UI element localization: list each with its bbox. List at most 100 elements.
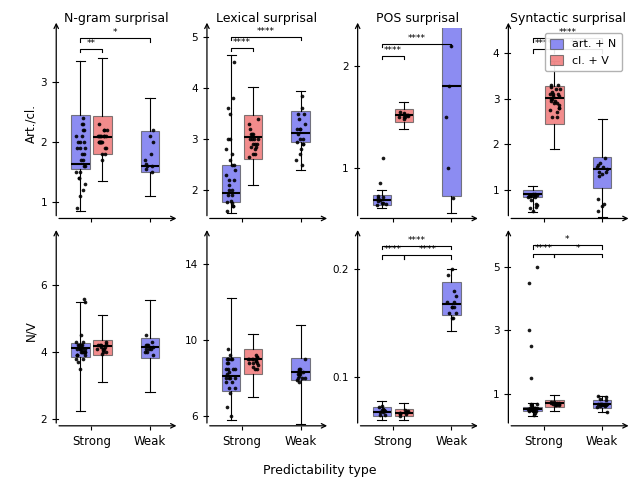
Point bbox=[300, 120, 310, 127]
Point bbox=[297, 104, 307, 112]
Point bbox=[552, 399, 562, 407]
Point bbox=[449, 298, 460, 306]
Point bbox=[221, 378, 231, 386]
Point bbox=[373, 197, 383, 205]
Point bbox=[93, 138, 104, 146]
Point bbox=[142, 348, 152, 356]
Point bbox=[548, 399, 558, 407]
Point bbox=[532, 191, 542, 198]
Point bbox=[297, 161, 307, 169]
Point bbox=[554, 102, 564, 109]
Point bbox=[550, 399, 561, 407]
Point bbox=[101, 340, 111, 348]
Point bbox=[141, 342, 151, 349]
Point bbox=[394, 113, 404, 121]
Point bbox=[593, 207, 604, 215]
Point bbox=[553, 399, 563, 407]
Point bbox=[78, 186, 88, 194]
Point bbox=[549, 398, 559, 406]
Point bbox=[71, 168, 81, 175]
Point bbox=[76, 156, 86, 163]
Point bbox=[247, 355, 257, 363]
Point bbox=[102, 126, 112, 134]
Point bbox=[246, 130, 257, 138]
Point bbox=[602, 166, 612, 173]
Point bbox=[76, 342, 86, 349]
Point bbox=[225, 389, 235, 397]
Point bbox=[141, 331, 152, 339]
Point bbox=[252, 365, 262, 372]
Point bbox=[601, 397, 611, 404]
Point bbox=[592, 163, 602, 171]
PathPatch shape bbox=[372, 408, 391, 416]
Point bbox=[551, 86, 561, 93]
Point bbox=[251, 143, 261, 151]
Point bbox=[99, 132, 109, 139]
Point bbox=[552, 108, 562, 116]
Point bbox=[444, 82, 454, 90]
Point bbox=[250, 135, 260, 143]
Point bbox=[403, 112, 413, 120]
Point bbox=[97, 348, 108, 356]
Point bbox=[74, 345, 84, 353]
Title: N-gram surprisal: N-gram surprisal bbox=[63, 12, 168, 25]
Point bbox=[97, 150, 107, 158]
Point bbox=[525, 342, 536, 350]
Point bbox=[525, 205, 536, 212]
Point bbox=[145, 345, 155, 353]
Point bbox=[525, 196, 536, 204]
Point bbox=[294, 378, 304, 386]
Text: **: ** bbox=[87, 39, 96, 47]
Point bbox=[554, 92, 564, 100]
Point bbox=[530, 190, 540, 197]
Point bbox=[292, 125, 303, 133]
Point bbox=[594, 168, 604, 176]
Point bbox=[378, 194, 388, 201]
Point bbox=[224, 374, 234, 382]
Point bbox=[71, 132, 81, 139]
Point bbox=[399, 115, 409, 123]
Point bbox=[444, 309, 454, 317]
Point bbox=[250, 151, 260, 159]
Point bbox=[227, 151, 237, 159]
Point bbox=[545, 399, 556, 407]
Point bbox=[451, 293, 461, 300]
Point bbox=[593, 161, 604, 169]
Point bbox=[95, 138, 105, 146]
Point bbox=[223, 192, 234, 199]
Point bbox=[96, 138, 106, 146]
Point bbox=[93, 132, 103, 139]
Point bbox=[221, 359, 232, 366]
Point bbox=[545, 97, 556, 104]
Point bbox=[528, 190, 538, 197]
Point bbox=[296, 92, 307, 100]
Point bbox=[97, 343, 107, 351]
Point bbox=[248, 151, 258, 159]
PathPatch shape bbox=[71, 114, 90, 169]
Point bbox=[79, 150, 89, 158]
Point bbox=[230, 374, 241, 382]
Point bbox=[148, 138, 158, 146]
Point bbox=[374, 411, 385, 419]
Point bbox=[525, 404, 535, 412]
PathPatch shape bbox=[244, 114, 262, 159]
Point bbox=[228, 94, 238, 102]
Point bbox=[601, 401, 611, 409]
Point bbox=[93, 138, 104, 146]
Point bbox=[294, 366, 305, 374]
Point bbox=[145, 132, 155, 139]
Point bbox=[524, 192, 534, 199]
Point bbox=[295, 125, 305, 133]
Point bbox=[448, 194, 458, 202]
Point bbox=[224, 186, 234, 194]
Text: ****: **** bbox=[558, 28, 576, 37]
Point bbox=[93, 342, 104, 349]
Point bbox=[375, 196, 385, 204]
Point bbox=[552, 99, 562, 107]
Point bbox=[394, 410, 404, 418]
Point bbox=[373, 194, 383, 202]
PathPatch shape bbox=[93, 341, 111, 355]
Point bbox=[222, 403, 232, 411]
Point bbox=[248, 140, 258, 148]
Point bbox=[147, 338, 157, 346]
